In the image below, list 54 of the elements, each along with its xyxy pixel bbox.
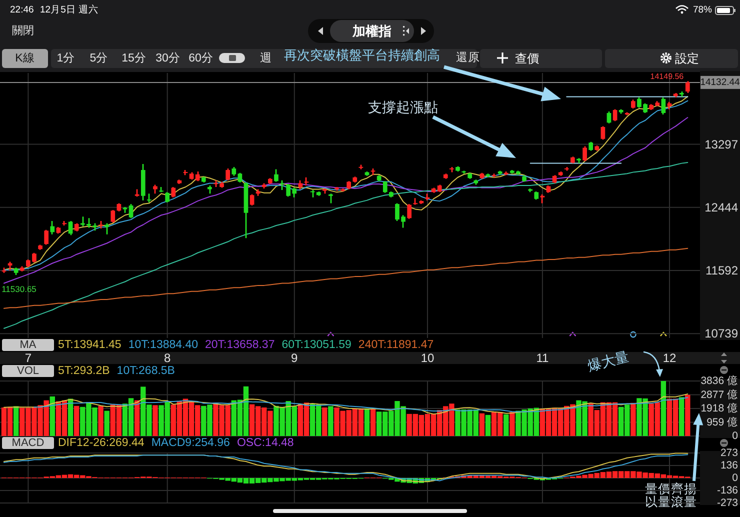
chart-title: 加權指 xyxy=(352,24,392,38)
text: 週 xyxy=(260,52,272,64)
text: 5T:13941.45 xyxy=(58,339,122,351)
text: 設定 xyxy=(675,52,699,66)
y-tick-label: 3836 億 xyxy=(700,374,738,387)
text: 60分 xyxy=(188,52,214,64)
y-tick-label: 959 億 xyxy=(706,415,738,428)
text: 5分 xyxy=(90,52,108,64)
legend-title: MACD xyxy=(12,437,44,449)
series-label: DIF12-26:269.44 xyxy=(58,437,145,449)
series-label: MACD9:254.96 xyxy=(151,437,230,449)
text: 22:46 xyxy=(10,4,34,16)
annotation: 11530.65 xyxy=(2,284,37,294)
y-tick-label: 273 xyxy=(720,447,738,459)
y-tick-label: 0 xyxy=(732,472,738,484)
text: 12月5日 週六 xyxy=(40,4,98,16)
text: 10T:268.5B xyxy=(116,365,176,377)
x-tick-label: 7 xyxy=(24,351,32,365)
y-tick-label: 13297 xyxy=(704,137,738,152)
text: 查價 xyxy=(515,52,539,66)
legend-title: VOL xyxy=(16,365,40,377)
legend-title: MA xyxy=(20,339,37,351)
text: 20T:13658.37 xyxy=(205,339,275,351)
text: 還原 xyxy=(456,51,480,64)
x-tick-label: 9 xyxy=(291,351,298,365)
y-tick-label: 136 xyxy=(720,460,738,472)
text: OSC:14.48 xyxy=(236,437,294,449)
text: 關閉 xyxy=(12,25,34,37)
text: 30分 xyxy=(156,52,180,64)
text: 78% xyxy=(692,4,713,16)
y-tick-label: 2877 億 xyxy=(700,388,738,401)
text: 5T:293.2B xyxy=(58,365,110,377)
y-tick-label: 1918 億 xyxy=(700,402,738,414)
text: 15分 xyxy=(122,52,146,64)
text: K線 xyxy=(15,52,35,64)
annotation: 14149.56 xyxy=(650,72,684,82)
text: 240T:11891.47 xyxy=(358,339,434,351)
text: 10T:13884.40 xyxy=(128,339,198,351)
text: 再次突破橫盤平台持續創高 xyxy=(284,48,440,62)
y-tick-label: -273 xyxy=(716,497,738,509)
x-tick-label: 12 xyxy=(662,351,676,365)
x-tick-label: 8 xyxy=(164,351,171,365)
annotation: 支撐起漲點 xyxy=(368,99,438,115)
y-tick-label: -136 xyxy=(716,484,738,496)
text: 爆大量 xyxy=(586,348,630,374)
y-tick-label: 0 xyxy=(732,430,738,442)
y-tick-label: 12444 xyxy=(704,200,738,214)
ref-line-label: 14132.44 xyxy=(700,76,740,88)
x-tick-label: 10 xyxy=(420,351,434,365)
text: 60T:13051.59 xyxy=(282,339,352,351)
text: 1分 xyxy=(56,52,76,64)
y-tick-label: 10739 xyxy=(704,326,738,341)
x-tick-label: 11 xyxy=(536,351,549,365)
y-tick-label: 11592 xyxy=(706,263,738,278)
